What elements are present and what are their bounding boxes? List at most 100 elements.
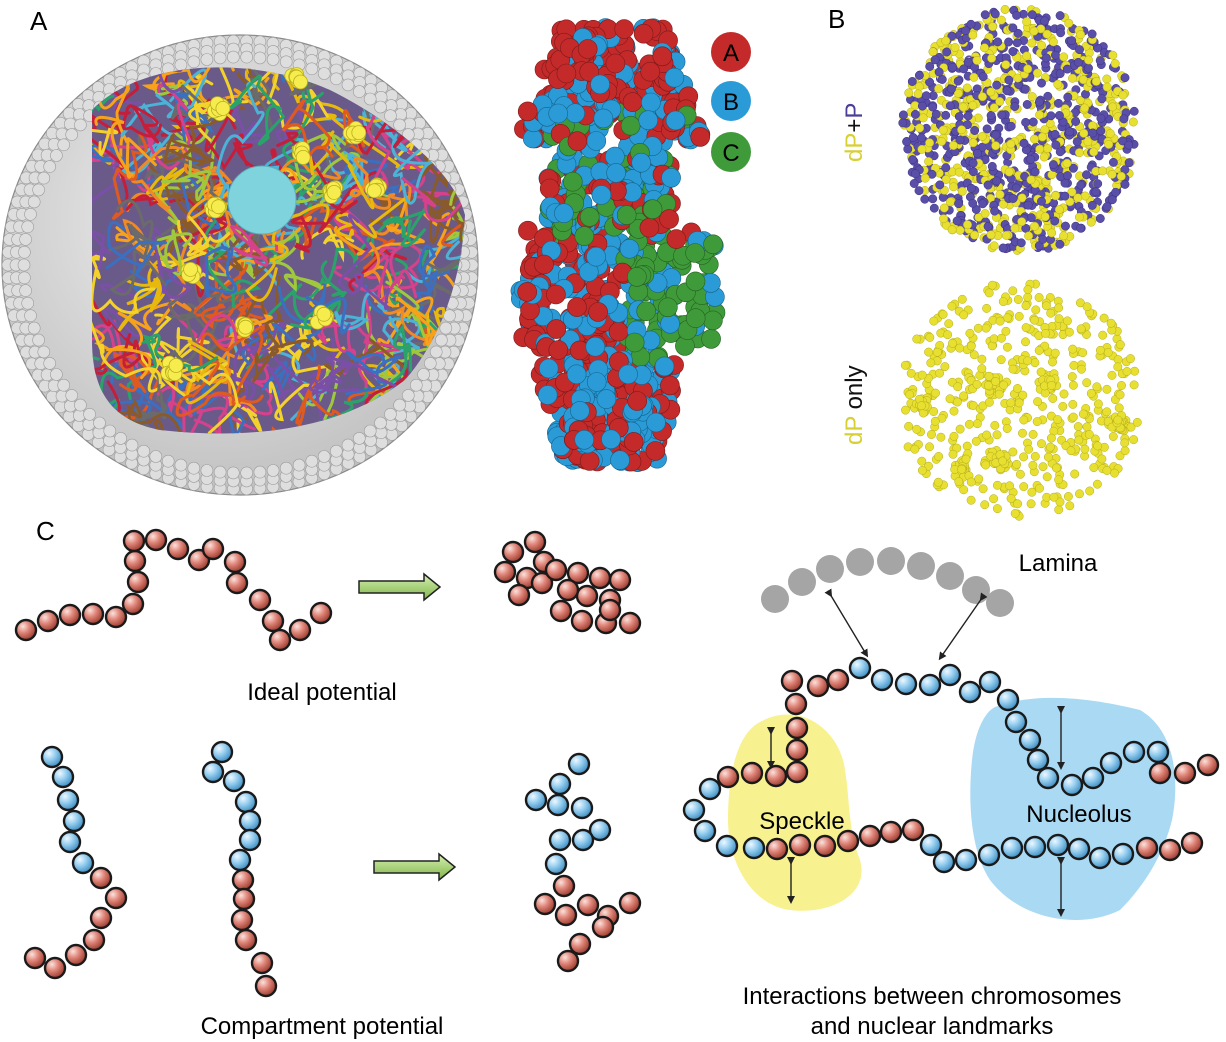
bead <box>40 745 64 769</box>
dp-point <box>1051 463 1061 473</box>
dp-point <box>954 167 964 177</box>
p-point <box>1055 69 1065 79</box>
dp-point <box>989 103 999 113</box>
dp-point <box>1001 326 1011 336</box>
dp-point <box>995 190 1005 199</box>
p-point <box>1022 100 1032 109</box>
dp-point <box>1019 452 1029 462</box>
bead <box>58 830 82 854</box>
dp-point <box>996 355 1006 365</box>
shell-bead <box>27 321 41 335</box>
dp-point <box>977 132 987 141</box>
dp-point <box>1054 505 1064 515</box>
p-point <box>1097 94 1107 104</box>
bead <box>58 603 82 627</box>
dp-point <box>950 43 960 52</box>
dp-point <box>1068 73 1077 83</box>
b-bead <box>1111 842 1135 866</box>
dp-point <box>1129 380 1139 390</box>
dp-point <box>1115 340 1125 350</box>
dp-point <box>948 449 958 459</box>
lamina-bead <box>962 576 990 604</box>
a-bead <box>1148 761 1172 785</box>
p-point <box>1013 28 1023 38</box>
dp-point <box>1110 468 1119 478</box>
p-point <box>1006 121 1016 131</box>
chromatin-fiber <box>141 67 235 90</box>
chromosome-bead <box>660 375 680 396</box>
p-point <box>1065 127 1075 137</box>
label-dp-plus-p: dP+P <box>841 103 868 162</box>
bead <box>223 550 247 574</box>
dp-point <box>1019 482 1029 492</box>
dp-point <box>937 137 947 146</box>
dp-point <box>1036 367 1046 377</box>
p-point <box>1040 16 1050 26</box>
dp-point <box>916 401 926 411</box>
dp-point <box>915 123 925 133</box>
dp-point <box>947 225 957 235</box>
bead <box>567 752 591 776</box>
dp-point <box>1093 441 1103 451</box>
chromatin-fiber <box>232 295 269 334</box>
dp-point <box>1075 298 1085 308</box>
chromatin-fiber <box>223 409 266 434</box>
dp-point <box>1000 5 1010 14</box>
chromosome-bead <box>701 329 721 349</box>
chromosome-bead <box>661 168 681 188</box>
dp-point <box>1037 439 1046 449</box>
chromatin-fiber <box>172 92 214 166</box>
lamina-bead <box>877 547 905 575</box>
dp-point <box>1084 55 1093 65</box>
shell-bead <box>187 461 201 475</box>
speckle-bead <box>238 319 254 335</box>
dp-point <box>945 394 955 404</box>
a-bead <box>806 674 830 698</box>
chromatin-fiber <box>92 230 114 278</box>
p-point <box>1075 45 1084 55</box>
interactions-caption-line1: Interactions between chromosomes <box>743 983 1122 1010</box>
chromosome-bead <box>614 19 635 39</box>
chromosome-bead <box>556 63 577 84</box>
chromosome-bead <box>605 53 626 74</box>
bead <box>104 605 128 629</box>
dp-point <box>1035 110 1045 120</box>
a-bead <box>1158 838 1182 862</box>
dp-point <box>1027 38 1037 48</box>
p-point <box>966 19 976 29</box>
chromosome-bead <box>652 46 673 67</box>
dp-point <box>968 100 978 110</box>
ideal-arrow <box>358 572 442 602</box>
dp-point <box>1042 29 1052 39</box>
dp-point <box>1108 102 1118 112</box>
p-point <box>927 169 937 179</box>
shell-bead <box>200 53 214 66</box>
dp-point <box>1089 463 1099 473</box>
compartment-chain-folded <box>524 752 642 973</box>
p-point <box>987 161 997 171</box>
chromatin-fiber <box>204 246 238 298</box>
chromatin-fiber <box>378 128 451 203</box>
chromatin-fiber <box>121 104 162 144</box>
chromosome-bead <box>654 356 675 377</box>
chromatin-fiber <box>168 178 216 254</box>
shell-bead <box>352 85 366 98</box>
dp-point <box>935 368 945 378</box>
p-point <box>1096 113 1106 123</box>
p-point <box>898 118 908 128</box>
bead <box>268 628 292 652</box>
p-point <box>928 194 938 204</box>
dp-point <box>1075 489 1084 499</box>
dp-point <box>1067 372 1077 382</box>
dp-point <box>966 495 976 505</box>
shell-bead <box>50 368 63 381</box>
dp-point <box>1059 389 1069 399</box>
dp-point <box>1048 357 1057 367</box>
shell-bead <box>292 458 306 472</box>
speckle-region <box>728 714 862 911</box>
chromatin-fiber <box>222 394 268 434</box>
dp-point <box>972 55 982 65</box>
bead <box>122 529 146 553</box>
shell-bead <box>352 432 366 445</box>
dp-point <box>939 214 949 224</box>
